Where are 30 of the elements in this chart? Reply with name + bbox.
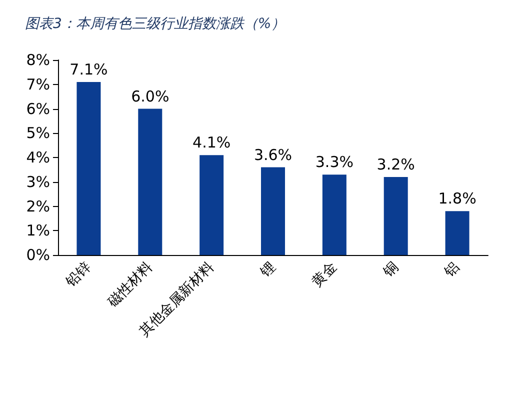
y-tick-label: 7% xyxy=(26,75,50,94)
y-tick-label: 4% xyxy=(26,148,50,166)
bar xyxy=(322,174,346,255)
x-tick-label: 铅锌 xyxy=(62,259,94,292)
bar xyxy=(261,167,285,255)
bar xyxy=(138,108,162,255)
y-tick-label: 8% xyxy=(26,51,50,69)
y-tick-label: 0% xyxy=(26,246,50,264)
bar xyxy=(200,155,224,255)
bar xyxy=(384,177,408,255)
y-tick-label: 3% xyxy=(26,172,50,191)
bar xyxy=(76,82,101,255)
data-label: 3.3% xyxy=(315,153,354,172)
x-tick-label: 铝 xyxy=(441,259,463,282)
y-tick-label: 6% xyxy=(26,100,50,118)
x-tick-label: 锂 xyxy=(256,259,279,282)
data-label: 7.1% xyxy=(70,60,108,78)
x-tick-label: 铜 xyxy=(380,259,402,282)
x-tick-label: 磁性材料 xyxy=(104,259,156,311)
x-tick-label: 黄金 xyxy=(308,259,340,290)
data-label: 3.2% xyxy=(376,156,415,174)
y-tick-label: 2% xyxy=(26,197,50,216)
y-tick-label: 5% xyxy=(26,124,50,142)
data-label: 4.1% xyxy=(192,134,231,152)
data-label: 3.6% xyxy=(254,146,292,164)
y-tick-label: 1% xyxy=(26,222,50,240)
bar xyxy=(445,211,470,255)
data-label: 6.0% xyxy=(131,87,170,106)
data-label: 1.8% xyxy=(438,190,476,208)
chart-title: 图表3：本周有色三级行业指数涨跌（%） xyxy=(25,16,286,32)
